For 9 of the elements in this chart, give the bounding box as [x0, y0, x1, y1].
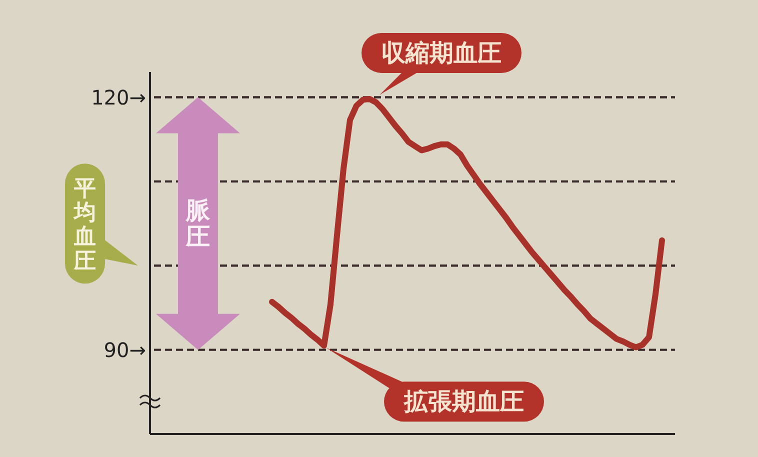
y-tick-label: 90→ — [104, 338, 146, 362]
callout: 拡張期血圧 — [326, 348, 544, 422]
annotation: 拡張期血圧 — [403, 388, 524, 416]
ref-label: 平均血圧 — [65, 164, 138, 284]
text: 脈圧 — [185, 196, 211, 251]
callout: 収縮期血圧 — [362, 32, 522, 95]
y-tick-label: 120→ — [91, 85, 146, 110]
annotation: 収縮期血圧 — [382, 38, 502, 67]
ref-line-label: 平均血圧 — [73, 176, 96, 274]
